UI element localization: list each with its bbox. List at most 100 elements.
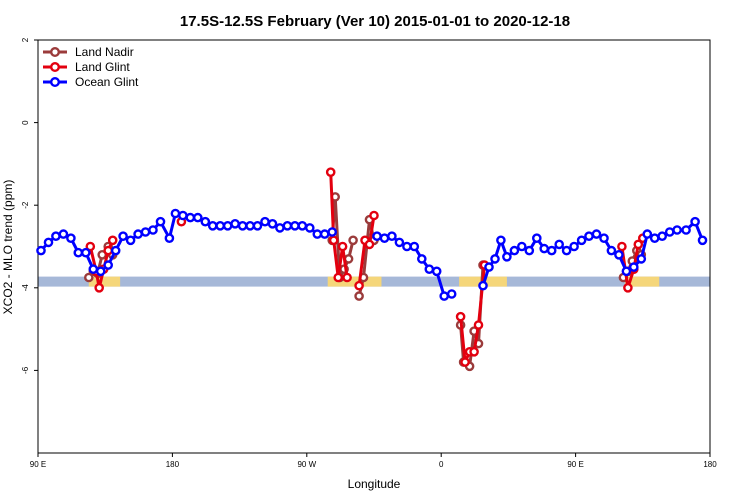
legend-item-land-glint: Land Glint bbox=[43, 60, 130, 74]
y-axis-label: XCO2 - MLO trend (ppm) bbox=[1, 180, 15, 315]
data-point bbox=[672, 225, 682, 235]
data-point bbox=[103, 260, 113, 270]
data-point bbox=[554, 239, 565, 250]
data-point bbox=[200, 216, 211, 227]
x-tick-label: 90 W bbox=[297, 460, 316, 469]
data-point bbox=[584, 231, 594, 241]
data-point bbox=[252, 220, 263, 231]
data-point bbox=[379, 233, 390, 243]
data-point bbox=[539, 243, 550, 254]
x-tick-label: 90 E bbox=[567, 460, 583, 469]
data-point bbox=[561, 245, 572, 256]
data-point bbox=[439, 291, 450, 301]
data-point bbox=[657, 231, 668, 241]
data-point bbox=[178, 210, 188, 221]
data-point bbox=[364, 239, 375, 250]
data-point bbox=[524, 245, 535, 256]
data-point bbox=[478, 280, 488, 291]
data-point bbox=[215, 220, 225, 231]
data-point bbox=[110, 245, 121, 256]
data-point bbox=[517, 241, 527, 252]
data-point bbox=[337, 241, 348, 252]
data-point bbox=[333, 272, 344, 283]
data-point bbox=[469, 346, 479, 357]
data-point bbox=[455, 311, 466, 322]
land-mask-segment-3 bbox=[624, 276, 660, 287]
data-point bbox=[319, 229, 330, 239]
data-point bbox=[267, 218, 278, 229]
data-point bbox=[490, 254, 500, 264]
plot-frame bbox=[37, 39, 711, 454]
data-point bbox=[402, 241, 412, 252]
data-point bbox=[496, 235, 506, 246]
legend-label: Land Nadir bbox=[75, 45, 134, 59]
data-point bbox=[66, 233, 76, 243]
data-point bbox=[409, 241, 420, 252]
data-point bbox=[697, 235, 708, 246]
x-tick-label: 180 bbox=[166, 460, 180, 469]
legend-label: Land Glint bbox=[75, 60, 130, 74]
data-point bbox=[690, 216, 700, 227]
chart-title: 17.5S-12.5S February (Ver 10) 2015-01-01… bbox=[180, 13, 570, 30]
data-point bbox=[88, 264, 99, 275]
data-point bbox=[484, 262, 494, 272]
data-point bbox=[633, 239, 644, 250]
data-point bbox=[282, 220, 293, 231]
data-point bbox=[230, 218, 240, 229]
data-point bbox=[502, 251, 512, 262]
legend-marker bbox=[50, 76, 61, 87]
data-point bbox=[85, 241, 96, 252]
data-point bbox=[348, 235, 358, 246]
data-point bbox=[546, 245, 557, 256]
y-tick-label: -4 bbox=[21, 284, 30, 292]
data-point bbox=[649, 233, 660, 243]
data-point bbox=[304, 223, 315, 233]
data-point bbox=[372, 231, 382, 241]
data-point bbox=[681, 225, 691, 235]
x-tick-label: 90 E bbox=[30, 460, 46, 469]
y-axis: 2 0 -2 -4 -6 bbox=[21, 37, 38, 374]
data-point bbox=[36, 245, 46, 256]
data-point bbox=[84, 272, 94, 283]
y-tick-label: -6 bbox=[21, 366, 30, 374]
data-point bbox=[95, 266, 106, 277]
x-axis-label: Longitude bbox=[348, 477, 401, 491]
data-point bbox=[354, 280, 364, 291]
data-point bbox=[43, 237, 54, 248]
data-point bbox=[599, 233, 609, 243]
data-point bbox=[431, 266, 442, 277]
data-point bbox=[192, 212, 203, 223]
x-tick-label: 0 bbox=[439, 460, 444, 469]
data-point bbox=[614, 249, 624, 260]
data-point bbox=[325, 167, 336, 177]
y-tick-label: 2 bbox=[21, 37, 30, 42]
data-point bbox=[140, 227, 151, 237]
data-point bbox=[369, 210, 379, 221]
data-point bbox=[94, 282, 104, 293]
data-point bbox=[591, 229, 602, 239]
series-ocean-glint bbox=[36, 208, 708, 301]
data-point bbox=[617, 241, 627, 252]
data-point bbox=[312, 229, 323, 239]
legend-label: Ocean Glint bbox=[75, 75, 139, 89]
x-axis: 90 E 180 90 W 0 90 E 180 bbox=[30, 453, 717, 469]
legend-marker bbox=[50, 47, 61, 58]
data-point bbox=[290, 220, 300, 231]
series-layer bbox=[36, 167, 708, 372]
land-mask-segment-1 bbox=[327, 276, 382, 287]
data-point bbox=[170, 208, 181, 219]
data-point bbox=[569, 241, 579, 252]
legend-marker bbox=[50, 62, 61, 73]
land-mask-segment-0 bbox=[88, 276, 121, 287]
data-point bbox=[185, 212, 196, 223]
data-point bbox=[387, 231, 397, 241]
data-point bbox=[342, 272, 352, 283]
legend-item-ocean-glint: Ocean Glint bbox=[43, 75, 139, 89]
y-tick-label: -2 bbox=[21, 201, 30, 209]
data-point bbox=[237, 220, 248, 231]
data-point bbox=[103, 245, 113, 256]
data-point bbox=[532, 233, 542, 243]
series-land-glint bbox=[85, 167, 648, 367]
